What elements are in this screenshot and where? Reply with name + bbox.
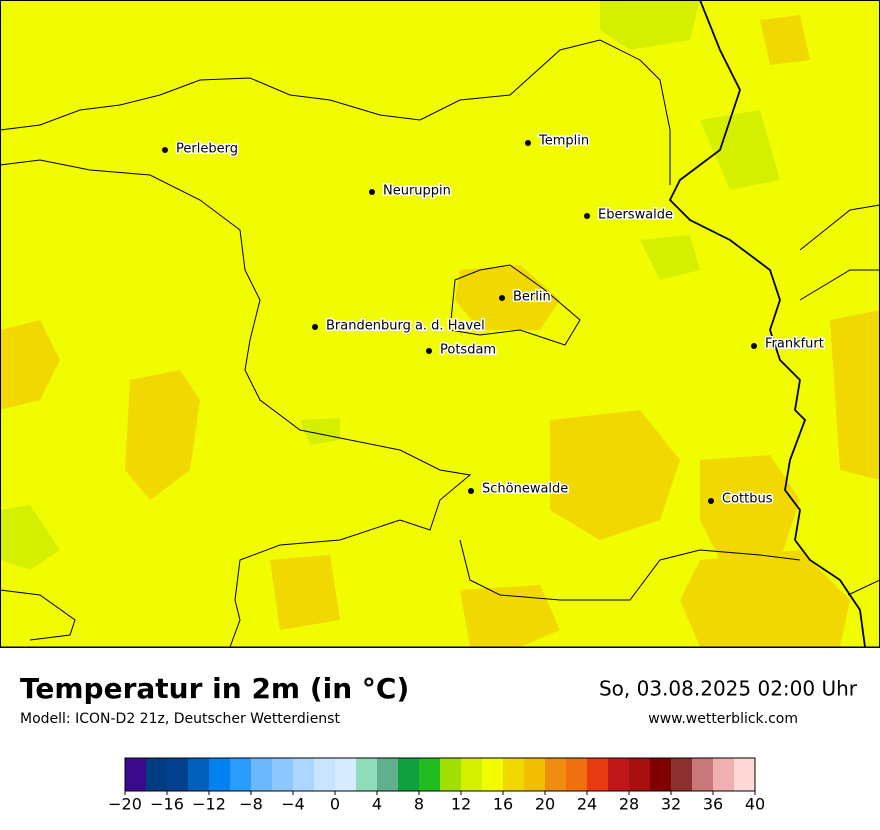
- colorbar-segment: [629, 758, 651, 791]
- title: Temperatur in 2m (in °C): [20, 672, 409, 705]
- city-dot: [525, 140, 531, 146]
- colorbar-segment: [125, 758, 147, 791]
- city-dot: [708, 498, 714, 504]
- colorbar-tick-label: 28: [619, 795, 639, 814]
- colorbar-segment: [608, 758, 630, 791]
- colorbar-tick-label: −16: [150, 795, 184, 814]
- colorbar-segment: [293, 758, 315, 791]
- city-label: Berlin: [513, 290, 551, 305]
- colorbar-tick-label: 0: [330, 795, 340, 814]
- colorbar-tick-label: 24: [577, 795, 597, 814]
- colorbar-segment: [545, 758, 567, 791]
- colorbar-segment: [713, 758, 735, 791]
- colorbar-segment: [209, 758, 231, 791]
- colorbar-segment: [230, 758, 252, 791]
- colorbar-segment: [272, 758, 294, 791]
- colorbar-tick-label: 8: [414, 795, 424, 814]
- colorbar-frame: [124, 757, 756, 792]
- colorbar-segment: [482, 758, 504, 791]
- colorbar-segment: [251, 758, 273, 791]
- colorbar-segment: [503, 758, 525, 791]
- colorbar-segment: [356, 758, 378, 791]
- colorbar-segment: [419, 758, 441, 791]
- city-label: Cottbus: [722, 492, 773, 507]
- colorbar: −20 −16 −12 −8 −4 0 4 8 12 16 20 24 28 32 36 40: [108, 757, 765, 814]
- website: www.wetterblick.com: [648, 711, 798, 727]
- colorbar-segment: [566, 758, 588, 791]
- colorbar-tick-label: 4: [372, 795, 382, 814]
- city-dot: [751, 343, 757, 349]
- colorbar-segment: [587, 758, 609, 791]
- city-label: Frankfurt: [765, 337, 824, 352]
- subtitle: Modell: ICON-D2 21z, Deutscher Wetterdie…: [20, 711, 340, 727]
- colorbar-segment: [377, 758, 399, 791]
- city-dot: [162, 147, 168, 153]
- colorbar-tick-label: 16: [493, 795, 513, 814]
- colorbar-segment: [335, 758, 357, 791]
- colorbar-tick-label: −8: [239, 795, 263, 814]
- colorbar-tick-label: 32: [661, 795, 681, 814]
- city-dot: [468, 488, 474, 494]
- colorbar-tick-label: −12: [192, 795, 226, 814]
- city-dot: [499, 295, 505, 301]
- colorbar-segment: [671, 758, 693, 791]
- colorbar-tick-label: 12: [451, 795, 471, 814]
- city-label: Perleberg: [176, 142, 238, 157]
- colorbar-segment: [314, 758, 336, 791]
- colorbar-segment: [398, 758, 420, 791]
- city-dot: [584, 213, 590, 219]
- city-label: Schönewalde: [482, 482, 568, 497]
- city-label: Eberswalde: [598, 208, 673, 223]
- colorbar-tick-label: −20: [108, 795, 142, 814]
- city-label: Potsdam: [440, 343, 496, 358]
- city-dot: [312, 324, 318, 330]
- colorbar-tick-label: 40: [745, 795, 765, 814]
- datetime: So, 03.08.2025 02:00 Uhr: [599, 677, 858, 701]
- borders: [0, 0, 880, 648]
- colorbar-tick-label: 36: [703, 795, 723, 814]
- colorbar-segment: [524, 758, 546, 791]
- colorbar-segment: [146, 758, 168, 791]
- colorbar-segment: [440, 758, 462, 791]
- city-dot: [369, 189, 375, 195]
- colorbar-segment: [734, 758, 756, 791]
- colorbar-segment: [650, 758, 672, 791]
- city-label: Templin: [538, 134, 589, 149]
- city-dot: [426, 348, 432, 354]
- temperature-patches: [0, 0, 880, 647]
- colorbar-tick-label: 20: [535, 795, 555, 814]
- city-label: Brandenburg a. d. Havel: [326, 319, 485, 334]
- colorbar-segment: [461, 758, 483, 791]
- colorbar-tick-label: −4: [281, 795, 305, 814]
- city-label: Neuruppin: [383, 184, 451, 199]
- city-markers: Perleberg Templin Neuruppin Eberswalde B…: [162, 132, 825, 508]
- colorbar-segment: [188, 758, 210, 791]
- colorbar-segment: [167, 758, 189, 791]
- colorbar-segment: [692, 758, 714, 791]
